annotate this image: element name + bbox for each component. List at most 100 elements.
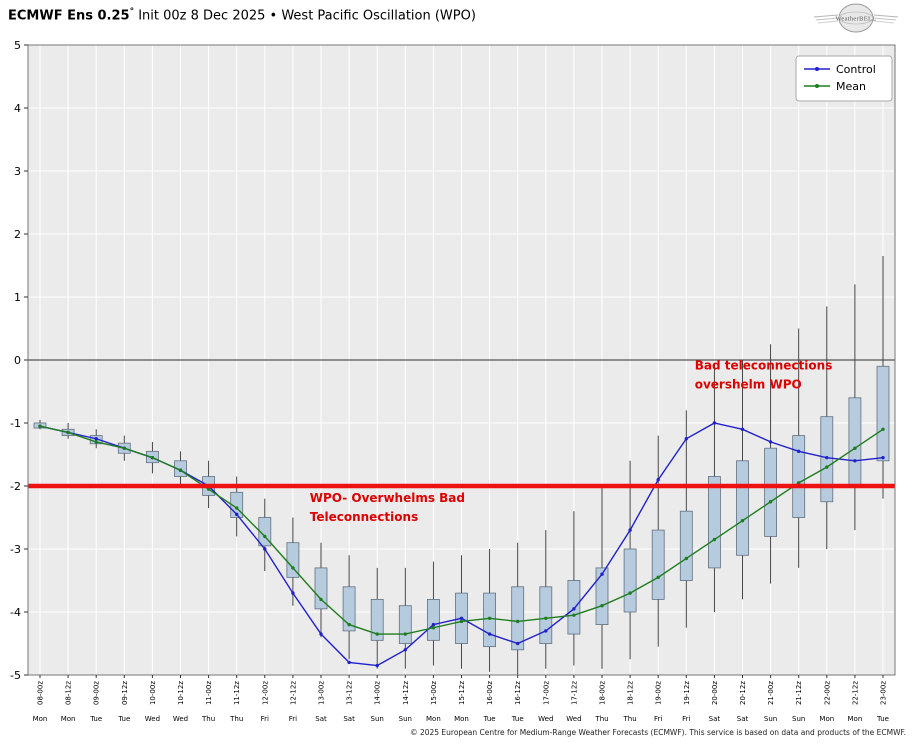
gridlines (28, 44, 895, 676)
title-degree: ° (129, 7, 135, 17)
ensemble-box (764, 447, 777, 537)
ensemble-box (623, 548, 637, 613)
x-tick-label: 13-12z (346, 681, 354, 705)
y-tick-label: -4 (10, 606, 21, 619)
page-title: ECMWF Ens 0.25° Init 00z 8 Dec 2025 • We… (8, 7, 476, 23)
ensemble-box (314, 567, 328, 610)
x-tick-label: 21-12z (795, 681, 803, 705)
ensemble-box (398, 605, 412, 644)
y-tick-label: 5 (14, 39, 21, 52)
annotation-line: overshelm WPO (695, 377, 802, 391)
x-tick-label: 21-00z (767, 681, 775, 705)
x-day-label: Wed (173, 715, 188, 723)
x-day-label: Thu (229, 715, 243, 723)
x-day-label: Thu (623, 715, 637, 723)
series-mean (38, 424, 885, 636)
x-day-label: Mon (61, 715, 76, 723)
x-tick-label: 19-12z (683, 681, 691, 705)
x-tick-label: 23-00z (880, 681, 888, 705)
annotation-line: Teleconnections (310, 510, 418, 524)
legend-label-mean: Mean (836, 80, 866, 93)
weatherbell-logo-icon: WeatherBELL (813, 3, 899, 33)
x-tick-label: 09-12z (121, 681, 129, 705)
x-day-label: Sat (737, 715, 749, 723)
ensemble-box (848, 397, 862, 487)
x-tick-label: 12-00z (261, 681, 269, 705)
x-day-label: Sun (792, 715, 805, 723)
x-tick-label: 18-00z (599, 681, 607, 705)
x-day-label: Wed (538, 715, 553, 723)
x-tick-label: 15-12z (458, 681, 466, 705)
x-day-label: Tue (117, 715, 130, 723)
ensemble-box (370, 599, 384, 641)
y-axis-labels: 5 4 3 2 1 0 -1 -2 -3 -4 -5 (10, 39, 28, 682)
x-tick-label: 11-12z (233, 681, 241, 705)
x-day-label: Tue (876, 715, 889, 723)
x-day-label: Thu (594, 715, 608, 723)
legend-label-control: Control (836, 63, 876, 76)
title-model: ECMWF Ens 0.25 (8, 8, 130, 24)
ensemble-box (342, 586, 356, 632)
ensemble-box (595, 567, 609, 626)
x-tick-label: 08-00z (37, 681, 45, 705)
x-day-label: Sun (764, 715, 777, 723)
y-tick-label: 2 (14, 228, 21, 241)
copyright-text: © 2025 European Centre for Medium-Range … (410, 728, 906, 737)
title-init-text: Init 00z 8 Dec 2025 • West Pacific Oscil… (134, 8, 476, 24)
x-tick-label: 22-00z (823, 681, 831, 705)
y-tick-label: -3 (10, 543, 21, 556)
x-day-label: Mon (819, 715, 834, 723)
weatherbell-logo-text: WeatherBELL (835, 16, 876, 23)
x-day-label: Sat (709, 715, 721, 723)
x-day-label: Fri (261, 715, 269, 723)
x-tick-label: 16-12z (514, 681, 522, 705)
legend-box (795, 55, 893, 102)
x-day-label: Fri (654, 715, 662, 723)
y-tick-label: 4 (14, 102, 21, 115)
x-day-label: Wed (566, 715, 581, 723)
x-tick-label: 15-00z (430, 681, 438, 705)
x-tick-label: 17-00z (542, 681, 550, 705)
x-day-label: Fri (289, 715, 297, 723)
x-tick-label: 14-12z (402, 681, 410, 705)
annotation-0: Bad teleconnections overshelm WPO (695, 358, 833, 391)
x-axis-labels: 08-00z Mon 08-12z Mon 09-00z Tue 09-12z Tue 10-0… (33, 675, 889, 723)
y-tick-label: 1 (14, 291, 21, 304)
x-tick-label: 19-00z (655, 681, 663, 705)
x-tick-label: 09-00z (93, 681, 101, 705)
ensemble-box (286, 542, 300, 578)
x-day-label: Fri (682, 715, 690, 723)
wpo-chart-svg: 5 4 3 2 1 0 -1 -2 -3 -4 -5 08-00z Mon 08-12z Mon 09-00z… (10, 39, 896, 723)
legend: Control Mean (795, 55, 893, 102)
x-day-label: Tue (511, 715, 524, 723)
x-day-label: Wed (145, 715, 160, 723)
x-tick-label: 22-12z (851, 681, 859, 705)
x-tick-label: 12-12z (289, 681, 297, 705)
x-tick-label: 20-12z (739, 681, 747, 705)
x-tick-label: 17-12z (570, 681, 578, 705)
y-tick-label: -5 (10, 669, 21, 682)
x-tick-label: 11-00z (205, 681, 213, 705)
x-day-label: Mon (426, 715, 441, 723)
x-day-label: Sat (315, 715, 327, 723)
ensemble-box (511, 586, 525, 651)
x-day-label: Sat (343, 715, 355, 723)
x-tick-label: 10-12z (177, 681, 185, 705)
y-tick-label: 3 (14, 165, 21, 178)
x-tick-label: 08-12z (65, 681, 73, 705)
wpo-ensemble-chart: 5 4 3 2 1 0 -1 -2 -3 -4 -5 08-00z Mon 08-12z Mon 09-00z… (0, 36, 912, 736)
x-tick-label: 13-00z (318, 681, 326, 705)
ensemble-box (539, 586, 553, 644)
ensemble-box (792, 435, 806, 518)
annotation-line: WPO- Overwhelms Bad (310, 491, 465, 505)
x-tick-label: 18-12z (627, 681, 635, 705)
x-day-label: Thu (201, 715, 215, 723)
x-tick-label: 20-00z (711, 681, 719, 705)
x-day-label: Mon (848, 715, 863, 723)
x-tick-label: 14-00z (374, 681, 382, 705)
x-day-label: Tue (89, 715, 102, 723)
y-tick-label: -2 (10, 480, 21, 493)
x-day-label: Mon (454, 715, 469, 723)
ensemble-box (651, 529, 665, 600)
